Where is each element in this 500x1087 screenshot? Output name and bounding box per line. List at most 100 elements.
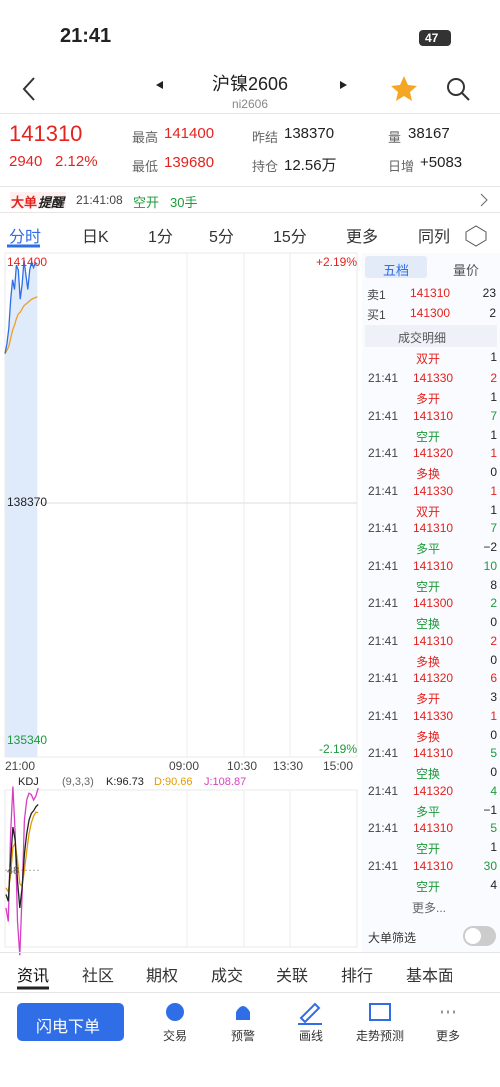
detail-header-bg [365,325,497,347]
flash-order-button[interactable] [17,1003,124,1041]
trade-price: 141330 [413,708,454,723]
nav-item[interactable]: 更多 [436,1029,461,1043]
time-label: 15:00 [323,759,354,773]
battery-level: 47 [425,31,439,45]
stat-label: 持仓 [252,159,279,174]
tab[interactable]: 日K [82,229,109,246]
divider [0,952,500,953]
bottom-tab[interactable]: 基本面 [406,968,452,985]
trade-price: 141330 [413,371,454,385]
last-price: 141310 [9,121,83,146]
tab[interactable]: 更多 [346,229,379,246]
alert-arrow[interactable] [480,193,488,207]
trade-oi: −1 [483,802,497,817]
book-label: 卖1 [367,288,386,302]
divider [0,992,500,993]
trade-type: 空换 [416,767,441,781]
divider [0,113,500,114]
trade-oi: 1 [490,840,497,854]
trade-time: 21:41 [368,858,399,873]
trade-oi: 8 [490,577,497,592]
trade-type: 多平 [416,542,441,556]
tab[interactable]: 15分 [273,229,307,246]
nav-item[interactable]: 交易 [163,1029,188,1043]
book-tab[interactable]: 量价 [453,263,480,278]
bottom-tab[interactable]: 期权 [146,968,179,985]
star-icon[interactable] [391,76,417,101]
trade-price: 141310 [413,521,454,535]
more-trades[interactable]: 更多... [412,901,447,915]
trade-time: 21:41 [368,671,399,685]
trade-vol: 1 [490,446,497,460]
alert-badge-bg [10,192,66,208]
settings-icon[interactable] [465,225,487,247]
change: 2940 [9,153,43,170]
trade-price: 141310 [413,633,454,648]
nav-item[interactable]: 走势预测 [356,1029,405,1043]
filter-label: 大单筛选 [368,931,417,945]
trade-oi: 0 [490,727,497,742]
kdj-j: J:108.87 [204,776,247,788]
nav-item[interactable]: 预警 [231,1029,256,1043]
trade-price: 141320 [413,783,454,798]
trade-type: 多换 [416,654,441,669]
trade-oi: 0 [490,465,497,479]
bottom-tab[interactable]: 资讯 [17,968,50,985]
alert-action: 空开 [133,195,160,210]
trade-vol: 2 [490,596,497,610]
tab-active-bg [365,256,427,278]
alert-time: 21:41:08 [76,193,123,207]
trade-time: 21:41 [368,783,399,798]
trade-time: 21:41 [368,408,399,423]
trade-vol: 7 [490,408,497,423]
trade-vol: 5 [490,821,497,835]
trade-price: 141320 [413,671,454,685]
y-tick-label: 141400 [7,255,48,269]
tab[interactable]: 分时 [9,229,42,246]
bottom-tab[interactable]: 社区 [82,968,115,985]
battery [419,30,451,46]
tab[interactable]: 1分 [148,229,173,246]
back-icon[interactable] [22,77,35,101]
trade-oi: 1 [490,427,497,442]
time-label: 10:30 [227,759,258,773]
detail-title[interactable]: 成交明细 [398,331,447,345]
book-tab[interactable]: 五档 [383,263,410,278]
draw-icon[interactable] [298,1002,322,1025]
trade-price: 141320 [413,446,454,460]
search-icon-handle [461,92,470,101]
stat-value: 139680 [164,154,215,171]
stat-label: 昨结 [252,130,279,145]
trade-type: 多开 [416,392,441,406]
trade-price: 141330 [413,483,454,498]
forecast-icon[interactable] [369,1003,391,1021]
trade-vol: 4 [490,783,497,798]
stat-value: 138370 [284,125,335,142]
flash-order-label[interactable]: 闪电下单 [36,1019,101,1036]
trade-oi: 0 [490,652,497,667]
bottom-tab[interactable]: 成交 [211,968,244,985]
trade-price: 141310 [413,746,454,760]
title: 沪镍2606 [211,74,289,94]
book-price: 141310 [410,286,451,300]
stat-value: 38167 [408,125,450,142]
time-label: 13:30 [273,759,304,773]
tab[interactable]: 同列 [418,229,451,246]
search-icon[interactable] [447,78,465,96]
bottom-tab[interactable]: 排行 [341,968,374,985]
trade-vol: 2 [490,371,497,385]
nav-item[interactable]: 画线 [299,1029,324,1043]
trade-icon[interactable] [166,1003,184,1021]
kdj-level: 48 [7,865,20,877]
tab[interactable]: 5分 [209,229,234,246]
chart-bg [0,252,360,952]
trade-vol: 6 [490,671,497,685]
trade-type: 空开 [416,879,441,894]
bottom-tab[interactable]: 关联 [276,968,309,985]
stat-value: +5083 [420,154,463,171]
trade-type: 多换 [416,467,441,481]
trade-vol: 2 [490,633,497,648]
trade-time: 21:41 [368,708,399,723]
alert-icon[interactable] [236,1006,250,1020]
